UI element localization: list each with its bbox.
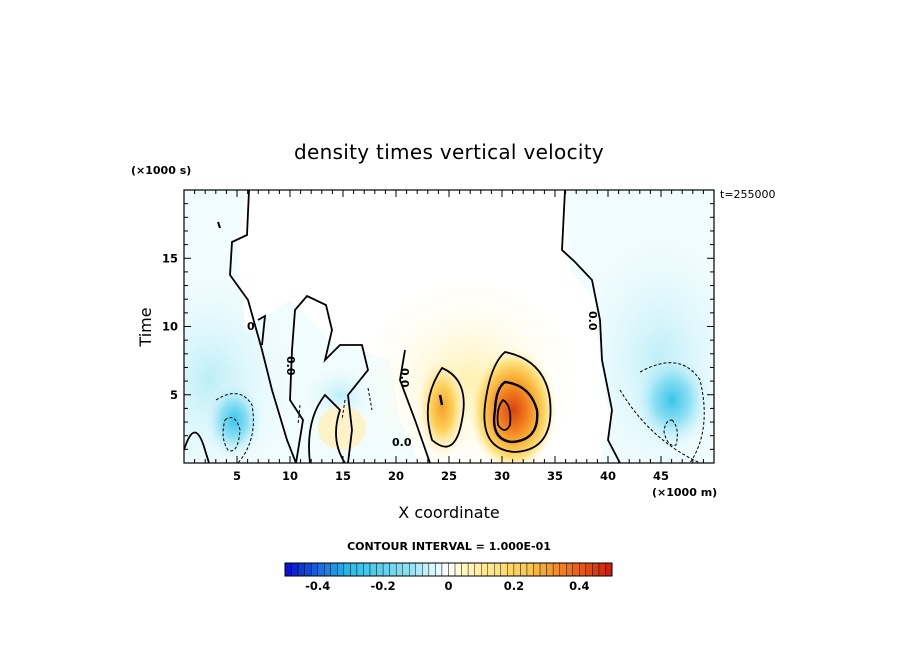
colorbar-cell xyxy=(291,562,299,577)
x-tick-label: 15 xyxy=(335,469,351,483)
colorbar-cell xyxy=(402,562,410,577)
y-tick-label: 5 xyxy=(170,388,178,402)
contour-label: 0.0 xyxy=(586,311,599,331)
colorbar-cell xyxy=(559,562,567,577)
colorbar-cell xyxy=(284,562,292,577)
y-axis-label: Time xyxy=(136,307,155,347)
contour-interval-label: CONTOUR INTERVAL = 1.000E-01 xyxy=(347,540,551,553)
colorbar-cell xyxy=(363,562,371,577)
x-axis-label: X coordinate xyxy=(398,503,499,522)
colorbar-cell xyxy=(552,562,560,577)
plot-area: 0 0.0 0.0 0.0 0.0 xyxy=(184,190,714,463)
colorbar-tick-label: 0.4 xyxy=(569,579,589,593)
colorbar-cell xyxy=(487,562,495,577)
y-tick-label: 15 xyxy=(162,251,178,265)
colorbar-cell xyxy=(526,562,534,577)
time-stamp: t=255000 xyxy=(720,188,776,201)
colorbar-cell xyxy=(566,562,573,577)
x-tick-label: 35 xyxy=(547,469,563,483)
colorbar-cell xyxy=(304,562,312,577)
contour-label: 0.0 xyxy=(392,436,412,449)
colorbar-tick-label: 0.2 xyxy=(504,579,524,593)
colorbar-cell xyxy=(337,562,345,577)
colorbar-cell xyxy=(376,562,384,577)
colorbar-cell xyxy=(539,562,547,577)
colorbar-cell xyxy=(598,562,606,577)
contour-label: 0 xyxy=(247,320,255,333)
colorbar-tick-label: -0.2 xyxy=(371,579,396,593)
colorbar-cell xyxy=(369,562,377,577)
colorbar-cell xyxy=(330,562,338,577)
colorbar-cell xyxy=(356,562,364,577)
contour-label: 0.0 xyxy=(284,356,297,376)
colorbar-cell xyxy=(467,562,475,577)
colorbar-cell xyxy=(317,562,325,577)
colorbar-cell xyxy=(454,562,462,577)
colorbar-cell xyxy=(579,562,587,577)
y-axis: 5 10 15 xyxy=(162,203,714,450)
x-tick-label: 5 xyxy=(233,469,241,483)
x-tick-label: 45 xyxy=(653,469,669,483)
colorbar-cell xyxy=(520,562,528,577)
colorbar-cell xyxy=(605,562,613,577)
colorbar-cell xyxy=(435,562,443,577)
colorbar-cell xyxy=(441,562,449,577)
x-unit-label: (×1000 m) xyxy=(652,486,717,499)
colorbar-cell xyxy=(448,562,456,577)
x-tick-label: 10 xyxy=(282,469,298,483)
colorbar-tick-label: -0.4 xyxy=(305,579,330,593)
chart-title: density times vertical velocity xyxy=(294,140,604,164)
colorbar-cell xyxy=(395,562,403,577)
colorbar xyxy=(284,562,613,577)
colorbar-cell xyxy=(474,562,482,577)
colorbar-cell xyxy=(461,562,469,577)
y-tick-label: 10 xyxy=(162,320,178,334)
colorbar-cell xyxy=(422,562,430,577)
colorbar-frame xyxy=(284,562,613,577)
colorbar-cell xyxy=(533,562,541,577)
colorbar-cell xyxy=(585,562,593,577)
colorbar-cell xyxy=(513,562,521,577)
colorbar-cell xyxy=(324,562,331,577)
colorbar-cell xyxy=(546,562,554,577)
colorbar-cell xyxy=(389,562,397,577)
x-tick-label: 40 xyxy=(600,469,616,483)
colorbar-cell xyxy=(415,562,423,577)
colorbar-cell xyxy=(572,562,580,577)
colorbar-cell xyxy=(494,562,502,577)
colorbar-cell xyxy=(343,562,351,577)
colorbar-cell xyxy=(500,562,508,577)
colorbar-cell xyxy=(428,562,436,577)
colorbar-cell xyxy=(592,562,600,577)
colorbar-cell xyxy=(310,562,318,577)
x-tick-label: 25 xyxy=(441,469,457,483)
colorbar-cell xyxy=(409,562,417,577)
colorbar-ticks: -0.4 -0.2 0 0.2 0.4 xyxy=(305,579,589,593)
colorbar-cell xyxy=(507,562,515,577)
colorbar-tick-label: 0 xyxy=(444,579,452,593)
colorbar-cell xyxy=(382,562,390,577)
x-axis: 5 10 15 20 25 30 35 40 45 xyxy=(194,190,704,483)
colorbar-cell xyxy=(350,562,358,577)
colorbar-cell xyxy=(481,562,488,577)
colorbar-cell xyxy=(297,562,305,577)
x-tick-label: 20 xyxy=(388,469,404,483)
contour-label: 0.0 xyxy=(398,368,411,388)
x-tick-label: 30 xyxy=(494,469,510,483)
y-unit-label: (×1000 s) xyxy=(131,164,191,177)
